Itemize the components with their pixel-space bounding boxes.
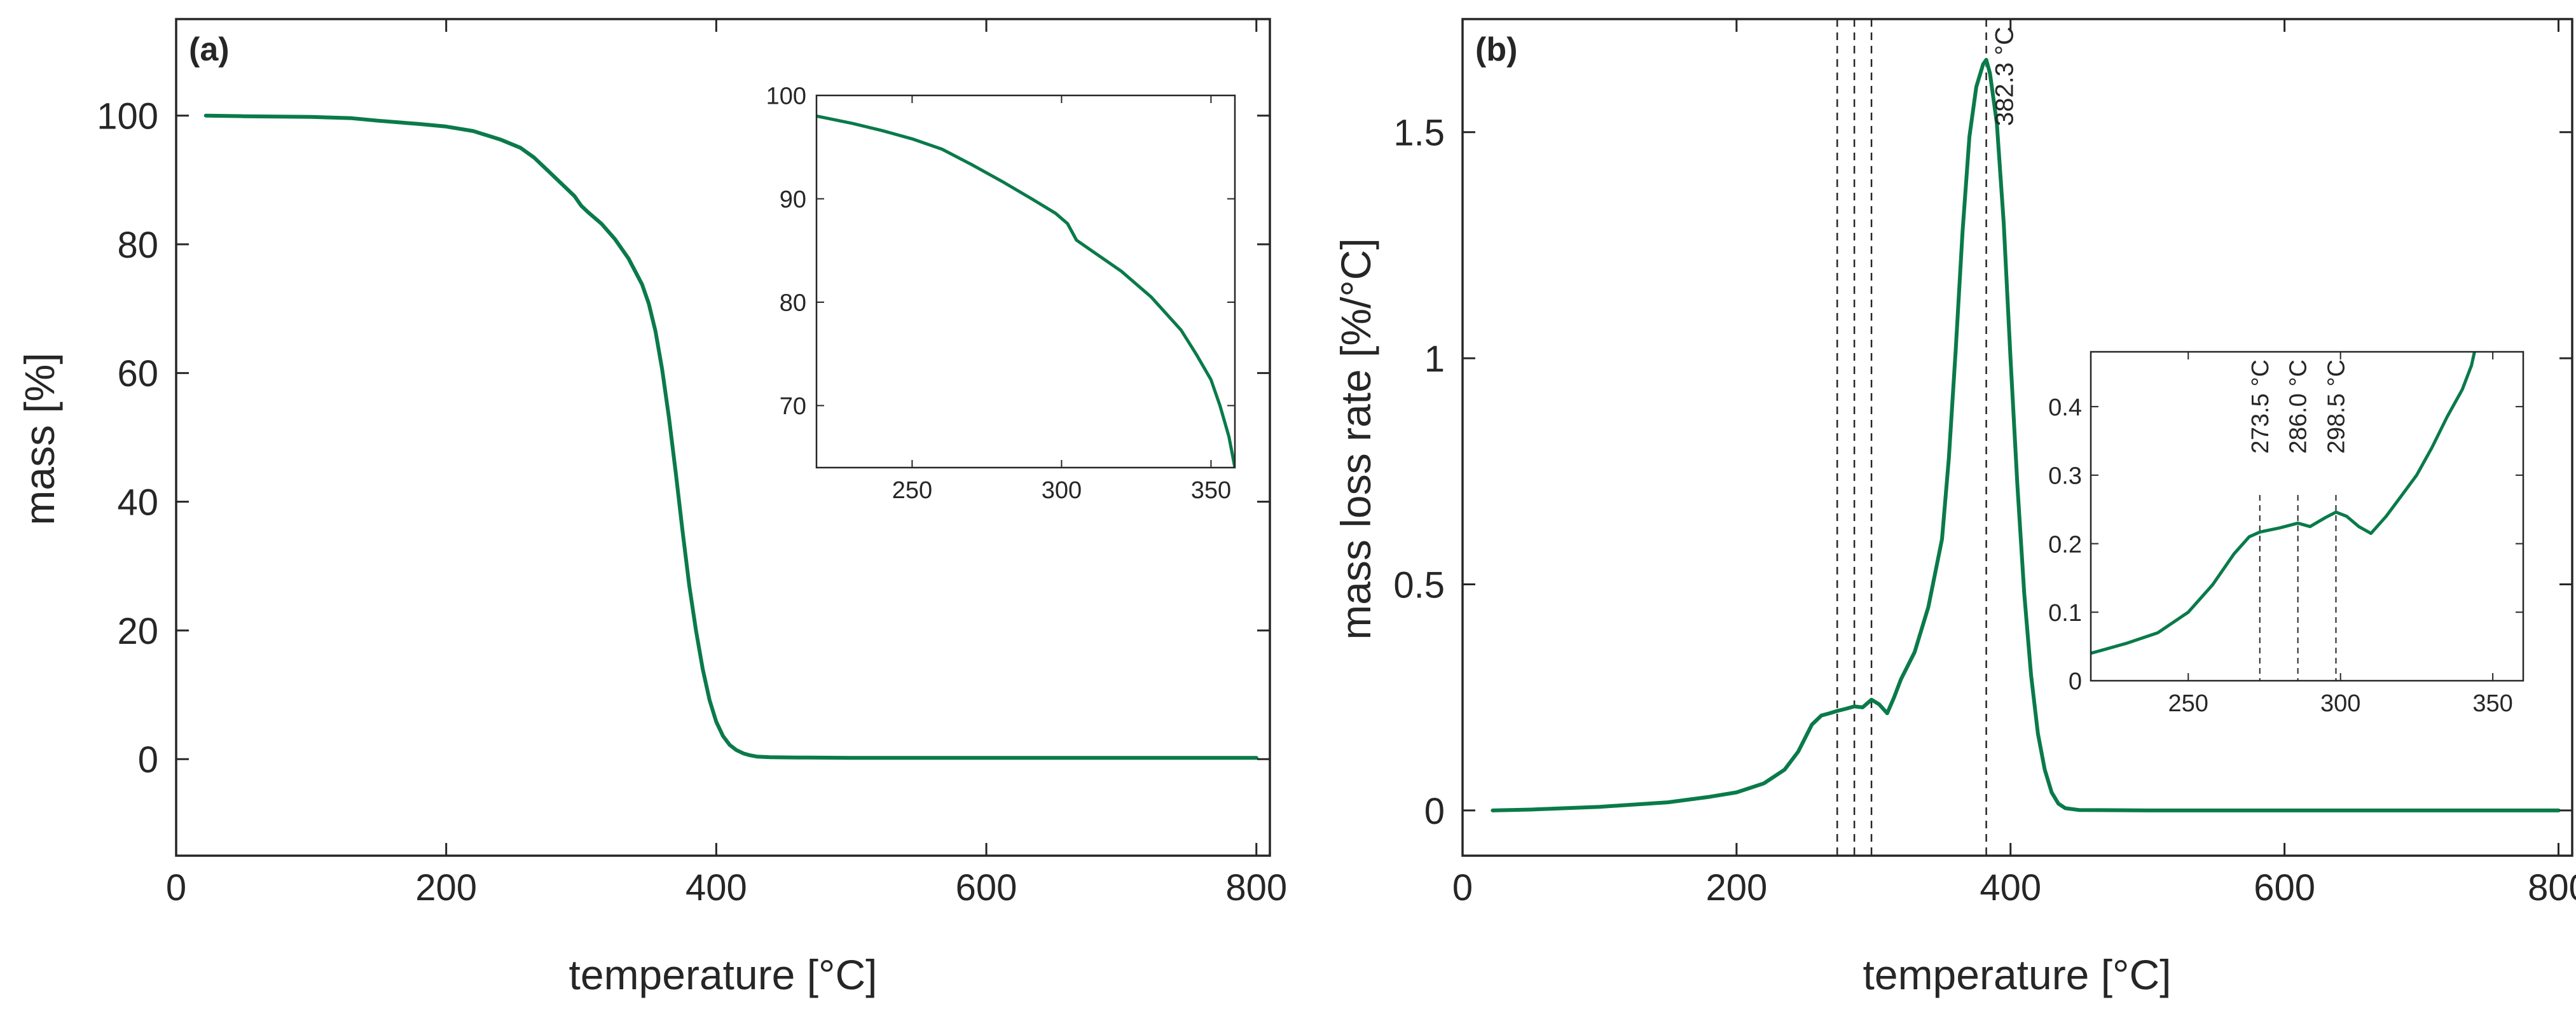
panel-a-axes-frame xyxy=(175,18,1271,857)
panel-b: 0 200 400 600 800 0 0.5 1 1.5 (b) 382.3 °C tempe… xyxy=(1332,18,2576,998)
y-tick-label: 0.5 xyxy=(1393,564,1445,606)
panel-b-peak-annotation: 382.3 °C xyxy=(1991,27,2019,126)
y-tick-label: 0 xyxy=(138,739,158,781)
y-tick-label: 90 xyxy=(780,186,806,213)
x-tick-label: 800 xyxy=(2528,867,2576,908)
y-tick-label: 0.3 xyxy=(2048,463,2082,490)
x-tick-label: 300 xyxy=(1042,477,1082,504)
panel-a-xlabel: temperature [°C] xyxy=(569,951,878,998)
y-tick-label: 20 xyxy=(117,611,158,652)
x-tick-label: 250 xyxy=(892,477,932,504)
panel-b-xlabel: temperature [°C] xyxy=(1863,951,2172,998)
panel-b-inset-frame xyxy=(2090,351,2524,682)
x-tick-label: 200 xyxy=(415,867,477,908)
panel-a-plot-area xyxy=(203,113,1258,760)
panel-b-rate-line xyxy=(1491,58,2561,812)
panel-b-plot-area xyxy=(1491,58,2561,812)
y-tick-label: 70 xyxy=(780,393,806,420)
panel-a-mass-line xyxy=(203,113,1258,760)
panel-a-ylabel: mass [%] xyxy=(16,352,63,525)
panel-a-inset-plot-area xyxy=(816,115,1235,468)
x-tick-label: 400 xyxy=(685,867,747,908)
x-tick-label: 200 xyxy=(1705,867,1767,908)
panel-b-vlines xyxy=(1836,19,1987,856)
panel-b-inset-rate-line xyxy=(2091,352,2476,655)
x-tick-label: 400 xyxy=(1980,867,2041,908)
x-tick-label: 800 xyxy=(1225,867,1287,908)
panel-a-inset-background xyxy=(816,95,1235,468)
y-tick-label: 1.5 xyxy=(1393,113,1445,154)
y-tick-label: 60 xyxy=(117,353,158,394)
y-tick-label: 100 xyxy=(97,96,158,137)
x-tick-label: 0 xyxy=(166,867,186,908)
x-tick-label: 350 xyxy=(1191,477,1231,504)
panel-b-inset-annotation-298: 298.5 °C xyxy=(2323,359,2350,454)
panel-b-inset-plot-area xyxy=(2091,352,2476,655)
y-tick-label: 100 xyxy=(766,83,806,110)
panel-a-label: (a) xyxy=(189,31,230,68)
panel-b-ticks: 0 200 400 600 800 0 0.5 1 1.5 xyxy=(1393,19,2576,908)
y-tick-label: 0 xyxy=(2069,669,2082,695)
x-tick-label: 600 xyxy=(2254,867,2315,908)
y-tick-label: 0 xyxy=(1424,791,1445,832)
panel-b-label: (b) xyxy=(1475,31,1517,68)
x-tick-label: 600 xyxy=(956,867,1017,908)
y-tick-label: 1 xyxy=(1424,338,1445,380)
panel-a: 0 200 400 600 800 0 20 40 60 80 100 (a) temperatur… xyxy=(16,18,1287,998)
y-tick-label: 40 xyxy=(117,482,158,524)
panel-a-inset-ticks: 250 300 350 70 80 90 100 xyxy=(766,83,1235,504)
panel-a-inset-mass-line xyxy=(816,115,1235,468)
panel-a-ticks: 0 200 400 600 800 0 20 40 60 80 100 xyxy=(97,19,1287,908)
panel-b-inset-vlines xyxy=(2259,495,2337,681)
y-tick-label: 0.1 xyxy=(2048,600,2082,627)
y-tick-label: 0.4 xyxy=(2048,394,2082,421)
panel-b-axes-frame xyxy=(1461,18,2573,857)
y-tick-label: 80 xyxy=(117,225,158,266)
y-tick-label: 0.2 xyxy=(2048,531,2082,558)
x-tick-label: 350 xyxy=(2472,690,2512,717)
y-tick-label: 80 xyxy=(780,290,806,317)
x-tick-label: 250 xyxy=(2168,690,2208,717)
panel-b-inset-annotation-273: 273.5 °C xyxy=(2247,359,2274,454)
panel-b-inset-ticks: 250 300 350 0 0.1 0.2 0.3 0.4 xyxy=(2048,352,2523,717)
panel-b-ylabel: mass loss rate [%/°C] xyxy=(1332,238,1379,640)
x-tick-label: 300 xyxy=(2320,690,2360,717)
panel-b-inset-annotation-286: 286.0 °C xyxy=(2285,359,2312,454)
x-tick-label: 0 xyxy=(1452,867,1473,908)
panel-a-inset-frame xyxy=(815,94,1236,469)
